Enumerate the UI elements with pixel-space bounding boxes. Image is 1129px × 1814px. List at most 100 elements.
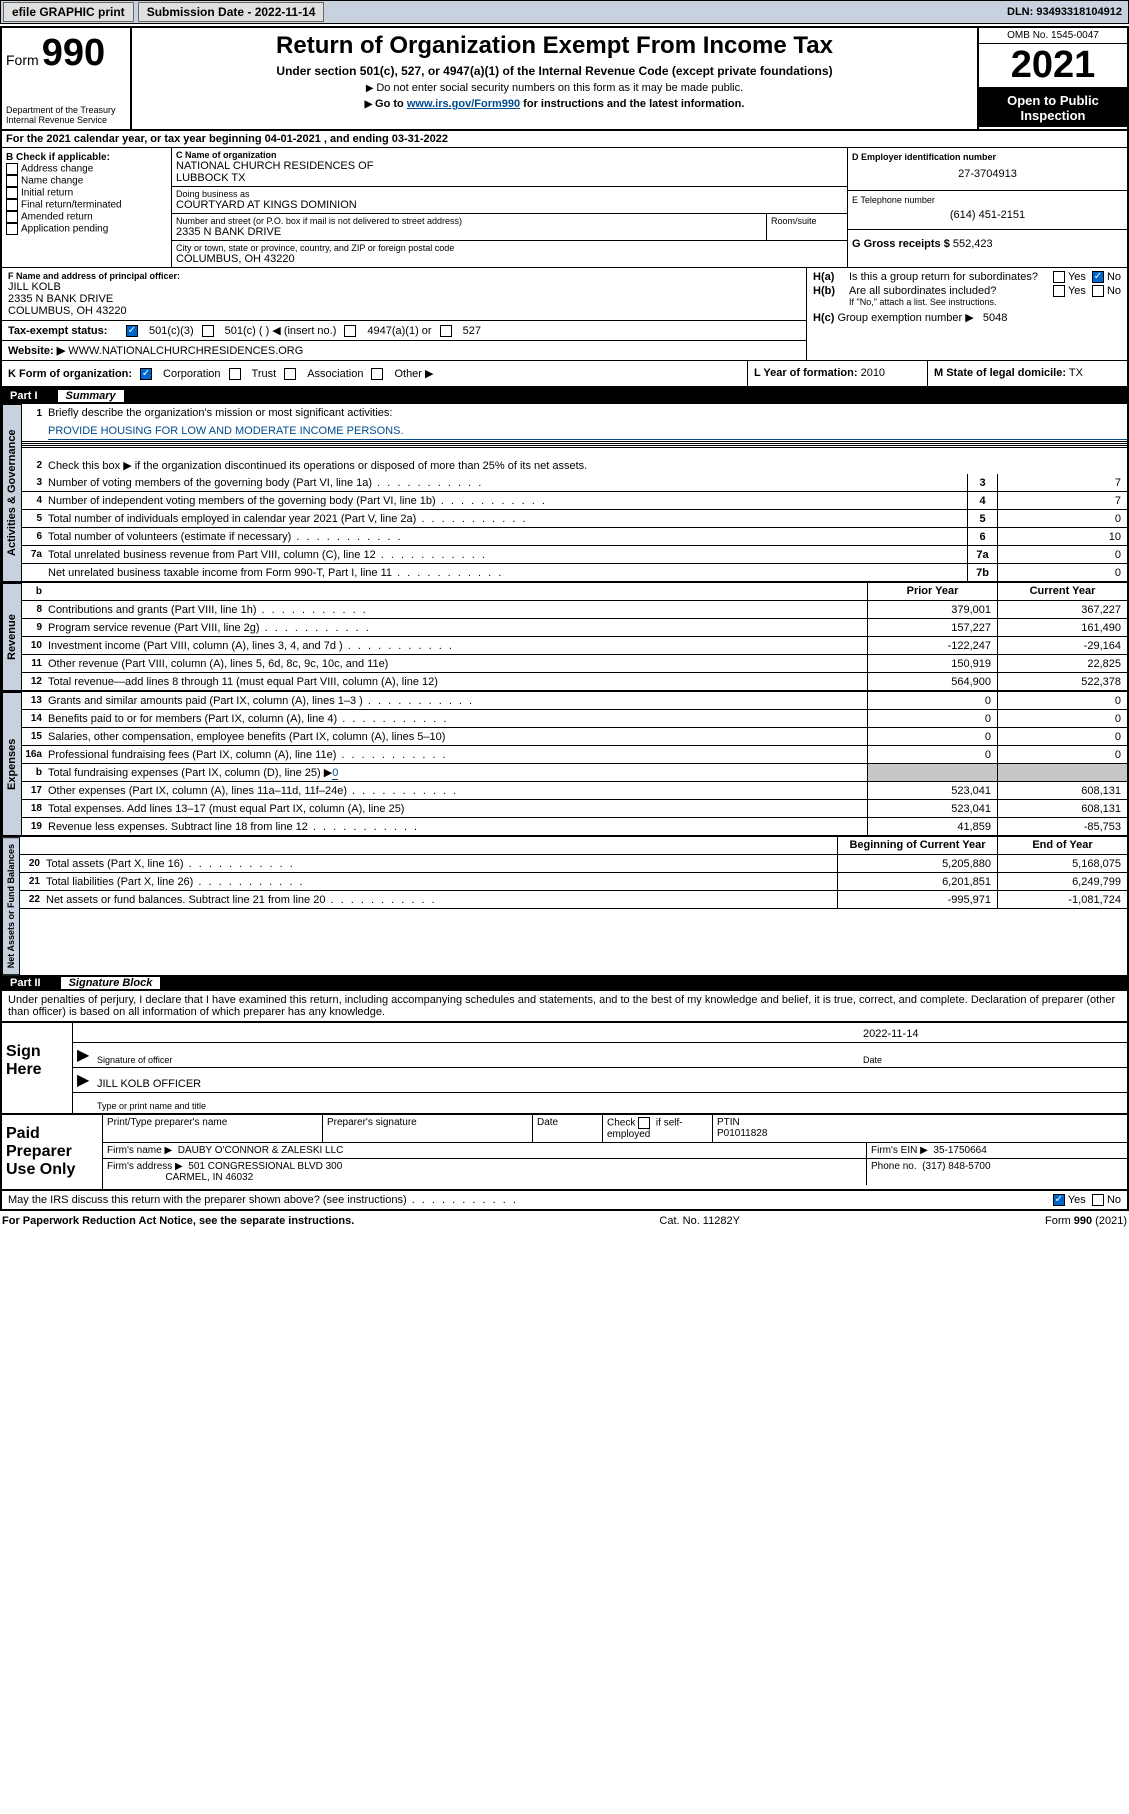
ptin-value: P01011828 bbox=[717, 1128, 767, 1139]
city-label: City or town, state or province, country… bbox=[176, 243, 843, 253]
b-header: B Check if applicable: bbox=[6, 152, 167, 163]
p12: 564,900 bbox=[867, 673, 997, 690]
c17: 608,131 bbox=[997, 782, 1127, 799]
q1-label: Briefly describe the organization's miss… bbox=[48, 405, 1127, 421]
k-label: K Form of organization: bbox=[8, 368, 132, 380]
chk-501c[interactable] bbox=[202, 325, 214, 337]
v6: 10 bbox=[997, 528, 1127, 545]
section-b: B Check if applicable: Address change Na… bbox=[2, 148, 172, 267]
tab-expenses: Expenses bbox=[2, 692, 22, 836]
l9: Program service revenue (Part VIII, line… bbox=[48, 620, 867, 636]
part1-header: Part I Summary bbox=[2, 388, 1127, 404]
ha-text: Is this a group return for subordinates? bbox=[849, 271, 1053, 283]
l16b: Total fundraising expenses (Part IX, col… bbox=[48, 764, 867, 781]
tab-netassets: Net Assets or Fund Balances bbox=[2, 837, 20, 975]
m-value: TX bbox=[1069, 367, 1083, 379]
prep-sig-label: Preparer's signature bbox=[323, 1115, 533, 1142]
hc-value: 5048 bbox=[983, 312, 1007, 324]
l4: Number of independent voting members of … bbox=[48, 493, 967, 509]
g-label: G Gross receipts $ bbox=[852, 238, 950, 250]
p22: -995,971 bbox=[837, 891, 997, 908]
firm-addr-label: Firm's address ▶ bbox=[107, 1161, 183, 1172]
ssn-notice: Do not enter social security numbers on … bbox=[140, 82, 969, 94]
chk-final-return[interactable] bbox=[6, 199, 18, 211]
chk-ha-no[interactable] bbox=[1092, 271, 1104, 283]
firm-name: DAUBY O'CONNOR & ZALESKI LLC bbox=[178, 1145, 344, 1156]
chk-discuss-yes[interactable] bbox=[1053, 1194, 1065, 1206]
chk-name-change[interactable] bbox=[6, 175, 18, 187]
chk-other[interactable] bbox=[371, 368, 383, 380]
firm-phone: (317) 848-5700 bbox=[922, 1161, 990, 1172]
chk-amended[interactable] bbox=[6, 211, 18, 223]
p21: 6,201,851 bbox=[837, 873, 997, 890]
l13: Grants and similar amounts paid (Part IX… bbox=[48, 693, 867, 709]
chk-assoc[interactable] bbox=[284, 368, 296, 380]
c18: 608,131 bbox=[997, 800, 1127, 817]
chk-4947[interactable] bbox=[344, 325, 356, 337]
l20: Total assets (Part X, line 16) bbox=[46, 856, 837, 872]
form-frame: Form 990 Department of the Treasury Inte… bbox=[0, 26, 1129, 1211]
chk-address-change[interactable] bbox=[6, 163, 18, 175]
d-label: D Employer identification number bbox=[852, 152, 1123, 162]
l22: Net assets or fund balances. Subtract li… bbox=[46, 892, 837, 908]
p14: 0 bbox=[867, 710, 997, 727]
current-hdr: Current Year bbox=[997, 583, 1127, 600]
sig-officer-label: Signature of officer bbox=[97, 1055, 863, 1065]
prior-hdr: Prior Year bbox=[867, 583, 997, 600]
chk-527[interactable] bbox=[440, 325, 452, 337]
j-label: Website: ▶ bbox=[8, 345, 65, 357]
v7b: 0 bbox=[997, 564, 1127, 581]
l11: Other revenue (Part VIII, column (A), li… bbox=[48, 656, 867, 672]
paperwork-notice: For Paperwork Reduction Act Notice, see … bbox=[2, 1215, 354, 1227]
c9: 161,490 bbox=[997, 619, 1127, 636]
officer-city: COLUMBUS, OH 43220 bbox=[8, 305, 800, 317]
chk-discuss-no[interactable] bbox=[1092, 1194, 1104, 1206]
officer-typed-name: JILL KOLB OFFICER bbox=[97, 1078, 201, 1090]
chk-app-pending[interactable] bbox=[6, 223, 18, 235]
form-number: 990 bbox=[42, 32, 105, 74]
efile-button[interactable]: efile GRAPHIC print bbox=[3, 2, 134, 22]
dept-treasury: Department of the Treasury bbox=[6, 105, 126, 115]
p13: 0 bbox=[867, 692, 997, 709]
name-title-label: Type or print name and title bbox=[97, 1101, 206, 1111]
q1-value: PROVIDE HOUSING FOR LOW AND MODERATE INC… bbox=[48, 423, 1127, 440]
firm-ein-label: Firm's EIN ▶ bbox=[871, 1145, 928, 1156]
officer-name: JILL KOLB bbox=[8, 281, 800, 293]
chk-hb-no[interactable] bbox=[1092, 285, 1104, 297]
part2-header: Part II Signature Block bbox=[2, 975, 1127, 991]
chk-selfemp[interactable] bbox=[638, 1117, 650, 1129]
c10: -29,164 bbox=[997, 637, 1127, 654]
p19: 41,859 bbox=[867, 818, 997, 835]
l19: Revenue less expenses. Subtract line 18 … bbox=[48, 819, 867, 835]
omb-number: OMB No. 1545-0047 bbox=[979, 28, 1127, 44]
irs-link[interactable]: www.irs.gov/Form990 bbox=[407, 98, 520, 110]
form-id-cell: Form 990 Department of the Treasury Inte… bbox=[2, 28, 132, 129]
c19: -85,753 bbox=[997, 818, 1127, 835]
c16a: 0 bbox=[997, 746, 1127, 763]
sign-date: 2022-11-14 bbox=[863, 1028, 1123, 1040]
ein-value: 27-3704913 bbox=[852, 162, 1123, 186]
l8: Contributions and grants (Part VIII, lin… bbox=[48, 602, 867, 618]
dba-label: Doing business as bbox=[176, 189, 843, 199]
phone-value: (614) 451-2151 bbox=[852, 205, 1123, 225]
chk-corp[interactable] bbox=[140, 368, 152, 380]
hb-note: If "No," attach a list. See instructions… bbox=[813, 297, 1121, 307]
org-name-1: NATIONAL CHURCH RESIDENCES OF bbox=[176, 160, 843, 172]
l17: Other expenses (Part IX, column (A), lin… bbox=[48, 783, 867, 799]
chk-initial-return[interactable] bbox=[6, 187, 18, 199]
hc-label: Group exemption number ▶ bbox=[837, 312, 973, 324]
gross-receipts: 552,423 bbox=[953, 238, 993, 250]
chk-hb-yes[interactable] bbox=[1053, 285, 1065, 297]
v3: 7 bbox=[997, 474, 1127, 491]
submission-date: Submission Date - 2022-11-14 bbox=[138, 2, 325, 22]
chk-trust[interactable] bbox=[229, 368, 241, 380]
f-label: F Name and address of principal officer: bbox=[8, 271, 800, 281]
l10: Investment income (Part VIII, column (A)… bbox=[48, 638, 867, 654]
p20: 5,205,880 bbox=[837, 855, 997, 872]
chk-ha-yes[interactable] bbox=[1053, 271, 1065, 283]
section-c: C Name of organization NATIONAL CHURCH R… bbox=[172, 148, 847, 267]
boy-hdr: Beginning of Current Year bbox=[837, 837, 997, 854]
firm-addr2: CARMEL, IN 46032 bbox=[165, 1172, 253, 1183]
street-value: 2335 N BANK DRIVE bbox=[176, 226, 762, 238]
chk-501c3[interactable] bbox=[126, 325, 138, 337]
